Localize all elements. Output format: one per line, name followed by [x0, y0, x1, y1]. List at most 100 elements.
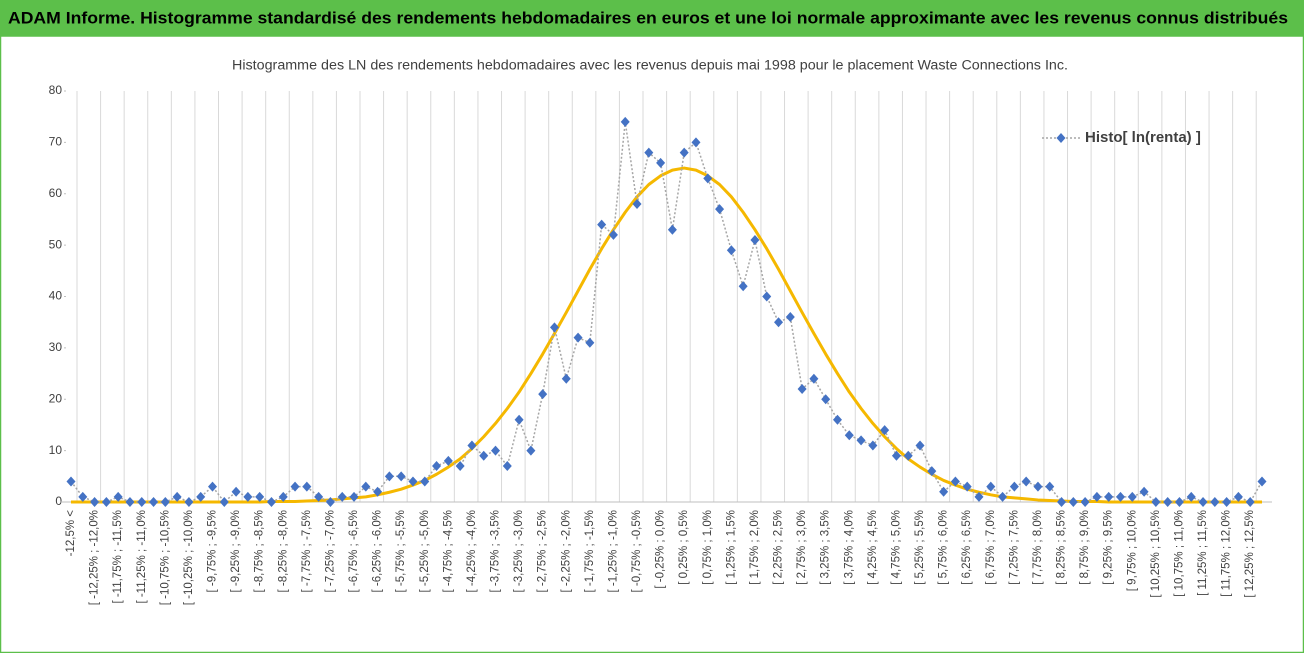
x-tick-label: [ 4,25% ; 4,5% — [867, 510, 879, 585]
y-tick-label: 0 — [55, 494, 62, 508]
x-tick-label: [ -7,75% ; -7,5% — [301, 510, 313, 592]
x-tick-label: [ 1,25% ; 1,5% — [725, 510, 737, 585]
x-tick-label: [ -0,25% ; 0,0% — [655, 510, 667, 589]
histo-point — [950, 476, 960, 487]
histo-point — [998, 491, 1008, 502]
histo-point — [797, 383, 807, 394]
histo-point — [1210, 497, 1220, 507]
histo-point — [1009, 481, 1019, 492]
histo-point — [443, 455, 453, 466]
x-tick-label: [ 0,25% ; 0,5% — [678, 510, 690, 585]
histo-point — [113, 491, 123, 502]
x-tick-label: [ 5,75% ; 6,0% — [938, 510, 950, 585]
histo-point — [361, 481, 371, 492]
x-tick-label: [ -12,25% ; -12,0% — [89, 510, 101, 605]
x-tick-label: [ 7,25% ; 7,5% — [1008, 510, 1020, 585]
x-tick-label: [ -8,25% ; -8,0% — [277, 510, 289, 592]
histo-point — [1045, 481, 1055, 492]
histo-point — [1198, 497, 1208, 507]
histo-point — [726, 245, 736, 256]
histo-point — [1163, 497, 1173, 507]
x-tick-label: [ -8,75% ; -8,5% — [254, 510, 266, 592]
y-tick-label: 20 — [49, 391, 63, 405]
x-tick-label: [ 1,75% ; 2,0% — [749, 510, 761, 585]
x-tick-label: [ 3,25% ; 3,5% — [820, 510, 832, 585]
x-tick-label: [ -11,75% ; -11,5% — [112, 510, 124, 604]
x-tick-label: [ 7,75% ; 8,0% — [1032, 510, 1044, 585]
y-tick-label: 60 — [49, 186, 63, 200]
histo-point — [1057, 497, 1067, 507]
histo-point — [856, 435, 866, 446]
histo-point — [302, 481, 312, 492]
histo-point — [549, 322, 559, 333]
histo-point — [1092, 491, 1102, 502]
x-tick-label: [ -6,25% ; -6,0% — [372, 510, 384, 592]
x-tick-label: [ -9,25% ; -9,0% — [230, 510, 242, 592]
histo-point — [597, 219, 607, 230]
histo-point — [573, 332, 583, 343]
histo-point — [585, 337, 595, 348]
histo-point — [1245, 497, 1255, 507]
y-tick-label: 50 — [49, 237, 63, 251]
histo-point — [160, 497, 170, 507]
x-tick-label: [ -1,75% ; -1,5% — [584, 510, 596, 592]
histo-point — [184, 497, 194, 507]
histo-point — [514, 414, 524, 425]
histo-point — [90, 497, 100, 507]
x-tick-label: [ -2,25% ; -2,0% — [560, 510, 572, 592]
histo-point — [337, 491, 347, 502]
x-tick-label: [ -3,75% ; -3,5% — [490, 510, 502, 592]
histo-point — [538, 389, 548, 400]
histo-point — [868, 440, 878, 451]
x-tick-label: [ 2,25% ; 2,5% — [773, 510, 785, 585]
histo-point — [632, 199, 642, 210]
x-tick-label: [ 10,25% ; 10,5% — [1150, 510, 1162, 598]
x-tick-label: [ 6,75% ; 7,0% — [985, 510, 997, 585]
histo-point — [231, 486, 241, 497]
x-tick-label: [ 8,25% ; 8,5% — [1056, 510, 1068, 585]
y-tick-label: 80 — [49, 83, 63, 97]
histo-point — [703, 173, 713, 184]
histo-point — [432, 461, 442, 472]
histo-point — [939, 486, 949, 497]
histo-point — [1021, 476, 1031, 487]
x-tick-label: [ 6,25% ; 6,5% — [961, 510, 973, 585]
histo-point — [986, 481, 996, 492]
histo-point — [290, 481, 300, 492]
x-tick-label: [ -9,75% ; -9,5% — [207, 510, 219, 592]
x-tick-label: [ -11,25% ; -11,0% — [136, 510, 148, 604]
histo-point — [1186, 491, 1196, 502]
histo-point — [467, 440, 477, 451]
histo-point — [691, 137, 701, 148]
y-tick-label: 40 — [49, 289, 63, 303]
histo-point — [1033, 481, 1043, 492]
x-tick-label: [ -4,75% ; -4,5% — [442, 510, 454, 592]
x-tick-label: [ -2,75% ; -2,5% — [537, 510, 549, 592]
histo-point — [408, 476, 418, 487]
histo-point — [149, 497, 159, 507]
histo-point — [927, 466, 937, 477]
histo-point — [880, 425, 890, 436]
histo-point — [1104, 491, 1114, 502]
histo-point — [620, 116, 630, 127]
histo-point — [715, 204, 725, 215]
histo-point — [1233, 491, 1243, 502]
histo-point — [314, 491, 324, 502]
histo-point — [137, 497, 147, 507]
histo-point — [974, 491, 984, 502]
histo-point — [396, 471, 406, 482]
histo-point — [526, 445, 536, 456]
x-tick-label: [ -5,25% ; -5,0% — [419, 510, 431, 592]
histo-point — [915, 440, 925, 451]
histo-point — [1139, 486, 1149, 497]
histo-point — [196, 491, 206, 502]
x-tick-label: [ -0,75% ; -0,5% — [631, 510, 643, 592]
x-tick-label: [ -7,25% ; -7,0% — [324, 510, 336, 592]
x-tick-label: [ -10,75% ; -10,5% — [159, 510, 171, 605]
histo-point — [266, 497, 276, 507]
histo-point — [78, 491, 88, 502]
histo-point — [561, 373, 571, 384]
histo-point — [125, 497, 135, 507]
